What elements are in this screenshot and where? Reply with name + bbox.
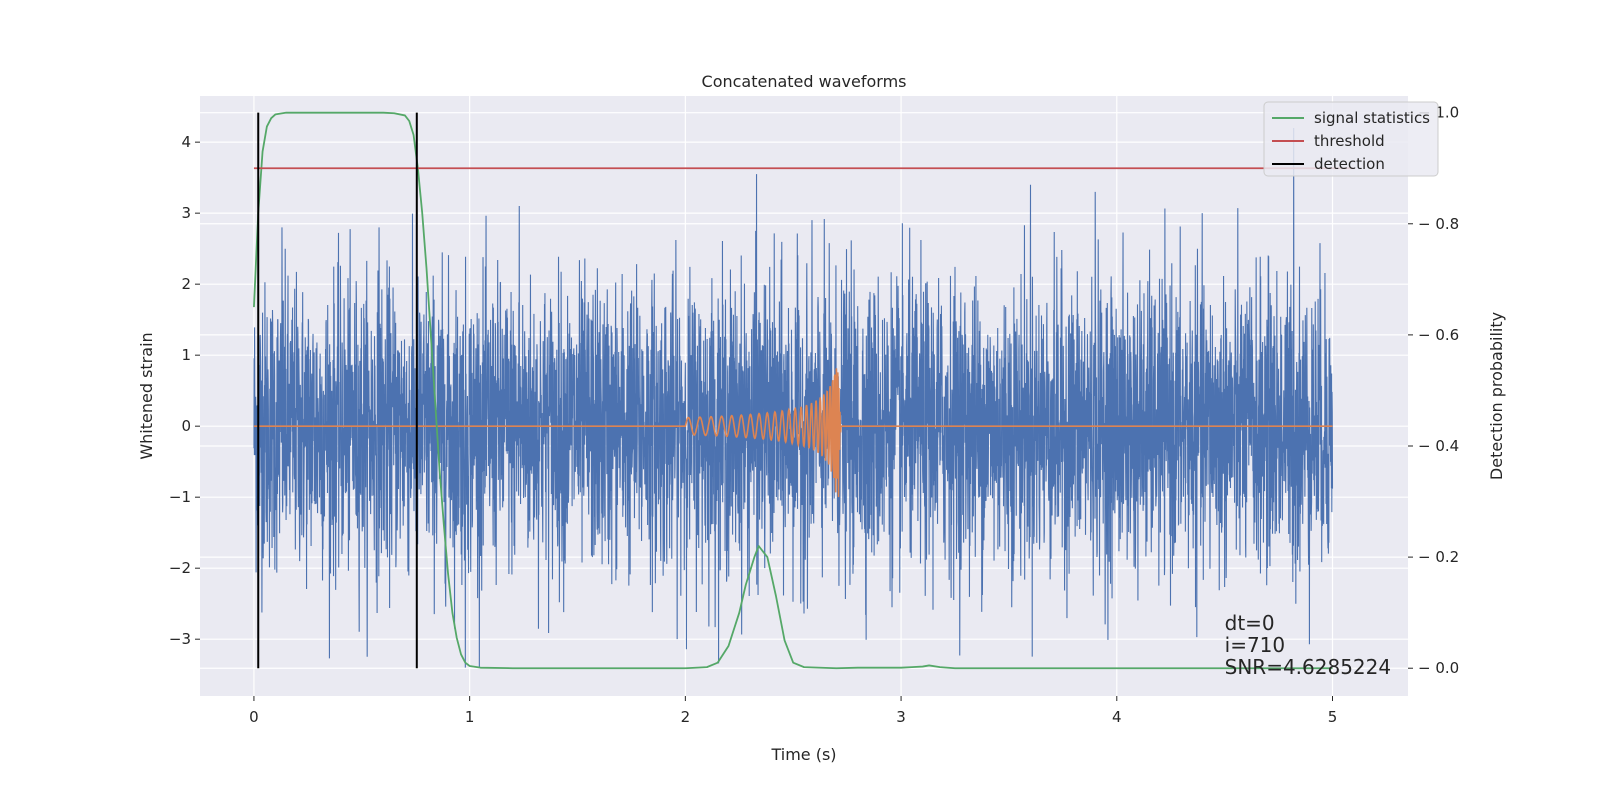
annotation-snr: SNR=4.6285224 bbox=[1225, 655, 1391, 679]
legend-label: detection bbox=[1314, 155, 1385, 173]
right-axis: − 0.0− 0.2− 0.4− 0.6− 0.8− 1.0 bbox=[1408, 104, 1459, 677]
x-tick-label: 3 bbox=[896, 708, 906, 726]
annotation-dt: dt=0 bbox=[1225, 611, 1275, 635]
y-tick-label: 1 bbox=[181, 346, 191, 364]
legend-label: signal statistics bbox=[1314, 109, 1430, 127]
legend: signal statistics threshold detection bbox=[1263, 101, 1439, 177]
x-tick-label: 4 bbox=[1112, 708, 1122, 726]
x-tick-label: 1 bbox=[465, 708, 475, 726]
annotations: dt=0 i=710 SNR=4.6285224 bbox=[1225, 611, 1391, 679]
series-template-chirp bbox=[253, 368, 1333, 498]
legend-box bbox=[1263, 101, 1439, 177]
y-right-tick-label: − 0.2 bbox=[1418, 548, 1459, 566]
y-tick-label: 2 bbox=[181, 275, 191, 293]
y-tick-label: 3 bbox=[181, 204, 191, 222]
x-tick-label: 0 bbox=[249, 708, 259, 726]
y-axis-right-label: Detection probability bbox=[1487, 312, 1506, 480]
x-tick-label: 2 bbox=[681, 708, 691, 726]
y-right-tick-label: − 0.4 bbox=[1418, 437, 1459, 455]
y-axis-label: Whitened strain bbox=[137, 332, 156, 459]
x-axis-label: Time (s) bbox=[770, 745, 836, 764]
y-tick-label: 0 bbox=[181, 417, 191, 435]
y-tick-label: −2 bbox=[169, 559, 191, 577]
y-tick-label: −1 bbox=[169, 488, 191, 506]
left-axis: −3 −2 −1 0 1 2 3 4 bbox=[169, 133, 200, 648]
y-tick-label: −3 bbox=[169, 630, 191, 648]
series-layer bbox=[253, 111, 1355, 670]
annotation-index: i=710 bbox=[1225, 633, 1286, 657]
y-right-tick-label: − 0.6 bbox=[1418, 326, 1459, 344]
y-right-tick-label: − 0.8 bbox=[1418, 215, 1459, 233]
y-tick-label: 4 bbox=[181, 133, 191, 151]
legend-label: threshold bbox=[1314, 132, 1385, 150]
chart-title: Concatenated waveforms bbox=[702, 72, 907, 91]
series-signal-statistics bbox=[253, 111, 1333, 670]
y-right-tick-label: − 0.0 bbox=[1418, 659, 1459, 677]
x-tick-label: 5 bbox=[1328, 708, 1338, 726]
bottom-axis: 0 1 2 3 4 5 bbox=[249, 696, 1337, 726]
